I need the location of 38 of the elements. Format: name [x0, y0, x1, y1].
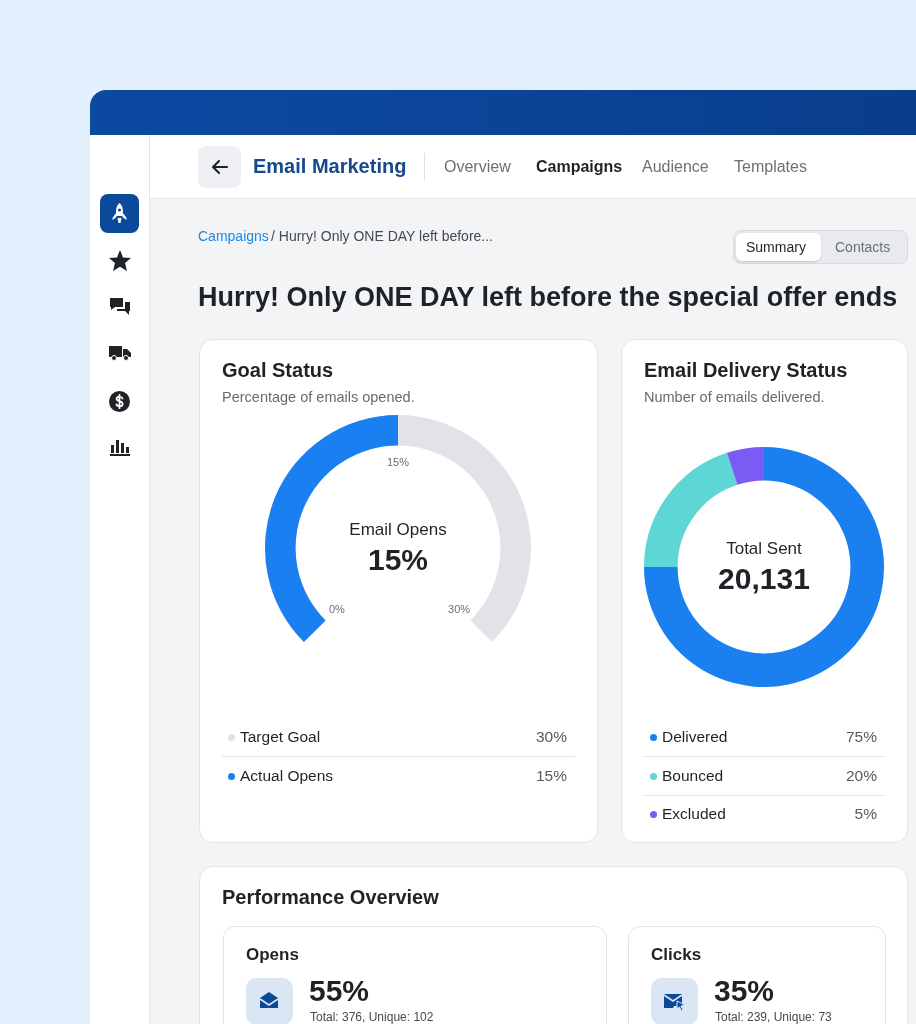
- text: Audience: [642, 158, 709, 176]
- text: Hurry! Only ONE DAY left before the special offer ends: [198, 282, 898, 313]
- chart-subtitle: Percentage of emails opened.: [222, 389, 415, 405]
- text: 20,131: [717, 562, 811, 596]
- text: Summary: [746, 239, 806, 255]
- text: Templates: [734, 158, 807, 176]
- text: 55%: [309, 974, 370, 1008]
- text: Email Marketing: [253, 155, 407, 178]
- data-label: 30%: [535, 728, 567, 746]
- legend-label: Delivered: [662, 728, 728, 746]
- text: Total: 239, Unique: 73: [715, 1010, 832, 1024]
- text: 15%: [366, 542, 429, 577]
- data-label: 20%: [845, 766, 877, 785]
- legend-label: Actual Opens: [240, 766, 334, 785]
- text: Clicks: [651, 945, 702, 965]
- chart-title: Email Delivery Status: [644, 359, 848, 382]
- data-label: 5%: [854, 805, 877, 823]
- chart-subtitle: Number of emails delivered.: [644, 389, 825, 405]
- text: Total: 376, Unique: 102: [310, 1010, 434, 1024]
- text: Opens: [246, 945, 299, 965]
- text: / Hurry! Only ONE DAY left before...: [271, 228, 493, 244]
- legend-label: Bounced: [662, 766, 724, 785]
- chart-title: Goal Status: [222, 359, 334, 382]
- data-label: 75%: [845, 728, 877, 746]
- text: 30%: [447, 602, 472, 617]
- text: Overview: [444, 158, 511, 176]
- text: Contacts: [835, 239, 891, 255]
- data-label: 15%: [535, 766, 567, 785]
- text: 35%: [714, 974, 775, 1008]
- text: Performance Overview: [222, 886, 439, 909]
- text: Total Sent: [725, 539, 803, 559]
- text: Email Opens: [348, 519, 448, 540]
- legend-label: Excluded: [662, 805, 726, 823]
- legend-label: Target Goal: [240, 728, 321, 746]
- text: 15%: [386, 454, 410, 469]
- text: Campaigns: [536, 158, 623, 176]
- text: 0%: [327, 602, 346, 617]
- text: Campaigns: [198, 228, 269, 244]
